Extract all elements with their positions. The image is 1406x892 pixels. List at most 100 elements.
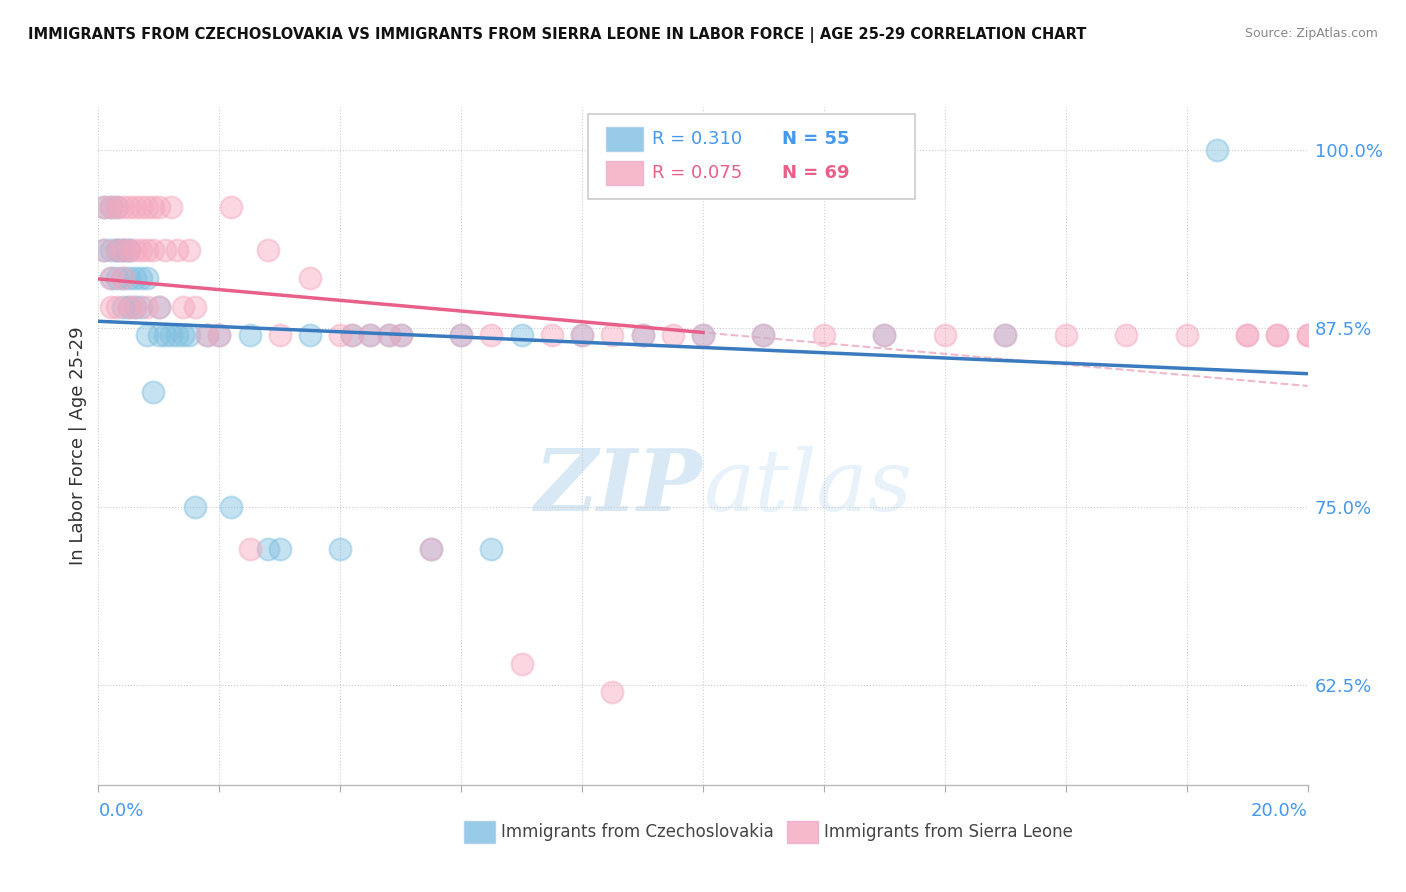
Point — [135, 300, 157, 314]
Point — [184, 500, 207, 514]
Point — [118, 300, 141, 314]
Point — [602, 328, 624, 343]
Point — [93, 200, 115, 214]
Point — [111, 300, 134, 314]
Point — [269, 542, 291, 557]
Point — [571, 328, 593, 343]
Point — [111, 271, 134, 285]
Point — [148, 200, 170, 214]
Point — [118, 243, 141, 257]
Point — [100, 243, 122, 257]
Point — [100, 200, 122, 214]
Text: ZIP: ZIP — [536, 445, 703, 528]
Point — [481, 328, 503, 343]
Point — [510, 328, 533, 343]
Point — [571, 328, 593, 343]
Point — [342, 328, 364, 343]
Point — [148, 300, 170, 314]
Point — [752, 328, 775, 343]
Point — [994, 328, 1017, 343]
Point — [118, 300, 141, 314]
Point — [105, 300, 128, 314]
Point — [153, 328, 176, 343]
Point — [100, 200, 122, 214]
Point — [124, 300, 146, 314]
Point — [118, 243, 141, 257]
Text: 20.0%: 20.0% — [1251, 802, 1308, 820]
Text: N = 69: N = 69 — [782, 164, 849, 182]
Point — [135, 328, 157, 343]
Point — [342, 328, 364, 343]
Point — [1115, 328, 1137, 343]
Point — [1236, 328, 1258, 343]
Point — [389, 328, 412, 343]
Point — [153, 243, 176, 257]
Point — [1175, 328, 1198, 343]
Point — [873, 328, 896, 343]
Point — [299, 328, 322, 343]
Point — [208, 328, 231, 343]
Point — [148, 300, 170, 314]
Point — [420, 542, 443, 557]
Text: 0.0%: 0.0% — [98, 802, 143, 820]
Point — [135, 271, 157, 285]
Point — [813, 328, 835, 343]
Point — [377, 328, 399, 343]
Point — [1054, 328, 1077, 343]
Point — [377, 328, 399, 343]
Point — [105, 243, 128, 257]
Point — [631, 328, 654, 343]
Point — [873, 328, 896, 343]
Point — [540, 328, 562, 343]
Point — [111, 243, 134, 257]
Point — [129, 200, 152, 214]
Point — [172, 328, 194, 343]
Point — [118, 271, 141, 285]
Point — [184, 300, 207, 314]
Point — [124, 200, 146, 214]
Point — [100, 271, 122, 285]
Point — [450, 328, 472, 343]
Point — [129, 243, 152, 257]
FancyBboxPatch shape — [606, 128, 643, 151]
Point — [166, 243, 188, 257]
Point — [179, 328, 201, 343]
Point — [269, 328, 291, 343]
Point — [329, 328, 352, 343]
Text: Source: ZipAtlas.com: Source: ZipAtlas.com — [1244, 27, 1378, 40]
Point — [221, 500, 243, 514]
Point — [1296, 328, 1319, 343]
Point — [256, 542, 278, 557]
Point — [124, 300, 146, 314]
Point — [142, 243, 165, 257]
Text: IMMIGRANTS FROM CZECHOSLOVAKIA VS IMMIGRANTS FROM SIERRA LEONE IN LABOR FORCE | : IMMIGRANTS FROM CZECHOSLOVAKIA VS IMMIGR… — [28, 27, 1087, 43]
Point — [111, 243, 134, 257]
Point — [510, 657, 533, 671]
Point — [118, 243, 141, 257]
Point — [256, 243, 278, 257]
Point — [661, 328, 683, 343]
Point — [752, 328, 775, 343]
FancyBboxPatch shape — [588, 114, 915, 199]
Point — [129, 271, 152, 285]
Point — [692, 328, 714, 343]
Text: atlas: atlas — [703, 445, 912, 528]
Point — [105, 271, 128, 285]
Point — [111, 200, 134, 214]
Point — [124, 243, 146, 257]
Point — [602, 685, 624, 699]
Point — [179, 243, 201, 257]
Point — [195, 328, 218, 343]
Point — [111, 271, 134, 285]
Point — [692, 328, 714, 343]
Point — [142, 200, 165, 214]
Point — [111, 243, 134, 257]
Point — [221, 200, 243, 214]
Point — [129, 300, 152, 314]
Point — [1296, 328, 1319, 343]
Point — [239, 542, 262, 557]
Point — [1267, 328, 1289, 343]
Point — [299, 271, 322, 285]
Point — [1236, 328, 1258, 343]
Point — [172, 300, 194, 314]
